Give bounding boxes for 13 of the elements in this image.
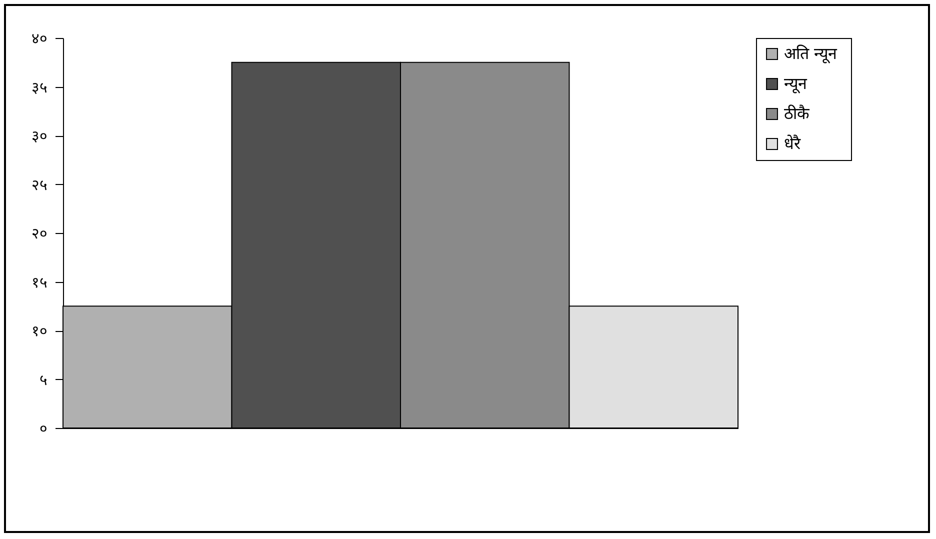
legend-label: न्यून: [784, 74, 808, 94]
y-tick-label: २५: [32, 176, 48, 194]
legend-label: धेरै: [784, 134, 801, 153]
y-tick-label: १५: [32, 273, 48, 292]
y-tick-label: ०: [40, 420, 48, 438]
y-tick-label: १०: [32, 322, 48, 340]
y-tick-label: २०: [32, 224, 48, 242]
y-tick-label: ३५: [32, 78, 48, 96]
y-tick-label: ३०: [32, 127, 48, 145]
legend-label: अति न्यून: [784, 44, 838, 64]
legend-label: ठीकै: [784, 104, 810, 123]
y-tick-label: ४०: [32, 30, 48, 48]
y-tick-label: ५: [40, 370, 48, 389]
